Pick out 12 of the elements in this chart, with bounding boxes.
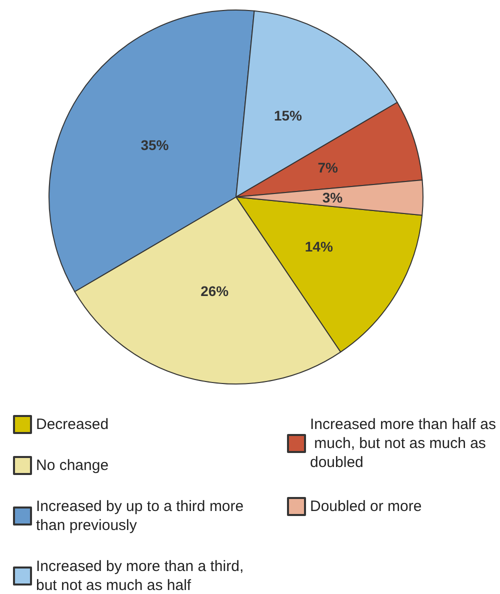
legend-label: Increased more than half as much, but not as much as doubled	[310, 416, 496, 471]
legend-label: Increased by more than a third, but not as much as half	[36, 558, 248, 594]
data-label: 35%	[140, 137, 170, 154]
data-label: 7%	[318, 160, 339, 176]
data-label: 14%	[304, 238, 334, 254]
legend-label: No change	[36, 457, 109, 474]
legend-label: Doubled or more	[310, 498, 422, 515]
legend-label: Decreased	[36, 416, 109, 433]
data-label: 3%	[322, 189, 344, 206]
data-label: 26%	[200, 283, 230, 300]
legend-label: Increased by up to a third more than previously	[36, 498, 248, 534]
data-label: 15%	[274, 108, 303, 124]
